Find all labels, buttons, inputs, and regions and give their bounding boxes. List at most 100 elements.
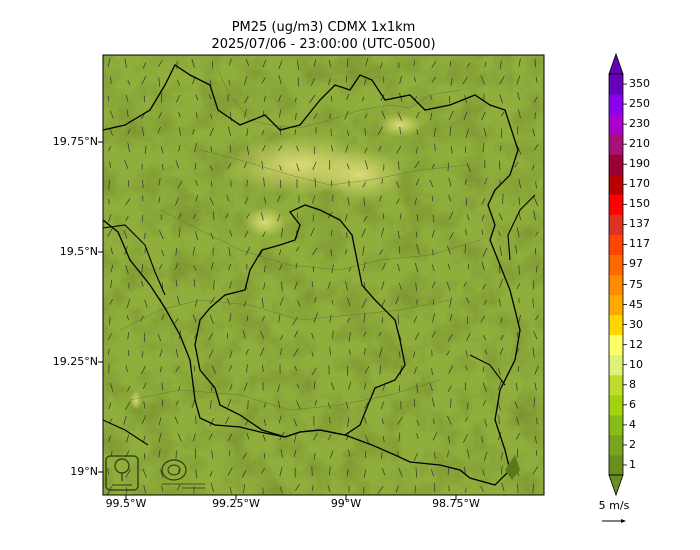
wind-arrow [466, 332, 471, 341]
wind-arrow [178, 213, 182, 219]
wind-arrow [414, 198, 417, 206]
colorbar-segment [609, 134, 623, 155]
colorbar [608, 52, 627, 497]
wind-arrow [110, 264, 114, 273]
wind-arrow [482, 283, 487, 290]
wind-arrow [429, 179, 434, 188]
wind-arrow [292, 316, 299, 326]
wind-arrow [535, 265, 538, 273]
wind-arrow [141, 415, 147, 425]
wind-arrow [414, 160, 420, 169]
wind-arrow [362, 181, 367, 188]
wind-arrow [364, 366, 370, 374]
wind-arrow [481, 436, 483, 443]
wind-arrow [345, 434, 350, 441]
wind-arrow [107, 486, 112, 495]
colorbar-level-label: 2 [629, 437, 636, 451]
wind-arrow [329, 314, 332, 323]
colorbar-segment [609, 254, 623, 275]
wind-arrow [193, 265, 197, 272]
wind-arrow [241, 470, 247, 478]
colorbar-frame [608, 73, 624, 476]
wind-arrow [209, 79, 212, 86]
wind-arrow [518, 178, 522, 189]
wind-arrow [348, 332, 351, 342]
wind-arrow [516, 126, 519, 135]
wind-key-arrowhead [621, 519, 626, 523]
wind-arrow [434, 451, 436, 460]
wind-arrow [364, 113, 368, 119]
wind-arrow [195, 469, 198, 479]
wind-arrow [125, 215, 129, 222]
colorbar-segment [609, 354, 623, 376]
wind-arrow [500, 145, 502, 152]
wind-arrow [517, 483, 519, 493]
neighboring-state-boundaries [103, 194, 536, 446]
wind-arrow [227, 399, 232, 408]
wind-arrow [348, 267, 352, 273]
wind-arrow [380, 281, 385, 290]
colorbar-level-label: 230 [629, 117, 650, 131]
wind-arrow [397, 112, 403, 122]
wind-arrow [142, 382, 147, 390]
wind-arrow [415, 111, 420, 118]
wind-arrow [483, 299, 487, 306]
wind-arrow [142, 180, 144, 189]
colorbar-segment [609, 434, 623, 456]
wind-arrow [379, 365, 381, 375]
wind-arrow [518, 197, 521, 205]
wind-arrow [108, 145, 111, 152]
wind-arrow [465, 297, 470, 304]
wind-arrow [229, 281, 232, 289]
pm25-haze-west [243, 207, 287, 237]
wind-arrow [536, 417, 538, 425]
map-title: PM25 (ug/m3) CDMX 1x1km [231, 20, 416, 35]
wind-arrow [263, 402, 267, 408]
wind-arrow [363, 197, 366, 207]
wind-arrow [108, 198, 110, 205]
wind-arrow [107, 228, 113, 237]
lon-tick-label: 99.25°W [212, 497, 260, 510]
wind-arrow [497, 380, 502, 390]
wind-arrow [378, 331, 382, 337]
wind-arrow [451, 146, 453, 154]
wind-arrow [498, 265, 501, 274]
wind-arrow [209, 399, 212, 410]
wind-arrow [516, 448, 519, 458]
wind-arrow [176, 94, 181, 103]
wind-arrow [295, 246, 300, 252]
wind-arrow [381, 418, 384, 425]
wind-arrow [516, 416, 519, 425]
wind-arrow [191, 58, 195, 68]
wind-arrow [398, 467, 403, 477]
wind-arrow [416, 244, 420, 255]
wind-arrow [381, 467, 386, 476]
wind-arrow [243, 300, 247, 308]
wind-arrow [449, 232, 454, 240]
wind-arrow [296, 400, 301, 409]
wind-arrow [398, 283, 402, 290]
wind-arrow [176, 79, 181, 87]
wind-arrow [535, 231, 539, 237]
wind-arrow [145, 145, 147, 154]
wind-arrow [124, 159, 129, 169]
wind-arrow [125, 94, 129, 102]
wind-arrow [228, 126, 232, 137]
wind-arrow [293, 432, 297, 443]
wind-arrow [108, 435, 111, 442]
wind-arrow [247, 400, 249, 410]
wind-arrow [347, 417, 350, 428]
wind-arrow [161, 314, 165, 320]
wind-arrow [311, 367, 318, 376]
wind-arrow [160, 146, 164, 154]
wind-arrow [431, 368, 433, 375]
map-area [103, 55, 544, 495]
lat-tick-label: 19.75°N [52, 135, 98, 148]
wind-arrow [211, 365, 217, 374]
wind-arrow [228, 364, 233, 372]
wind-arrow [466, 163, 471, 173]
wind-arrow [482, 366, 484, 373]
wind-arrow [278, 400, 281, 409]
wind-arrow [364, 128, 366, 136]
wind-arrow [110, 279, 113, 288]
